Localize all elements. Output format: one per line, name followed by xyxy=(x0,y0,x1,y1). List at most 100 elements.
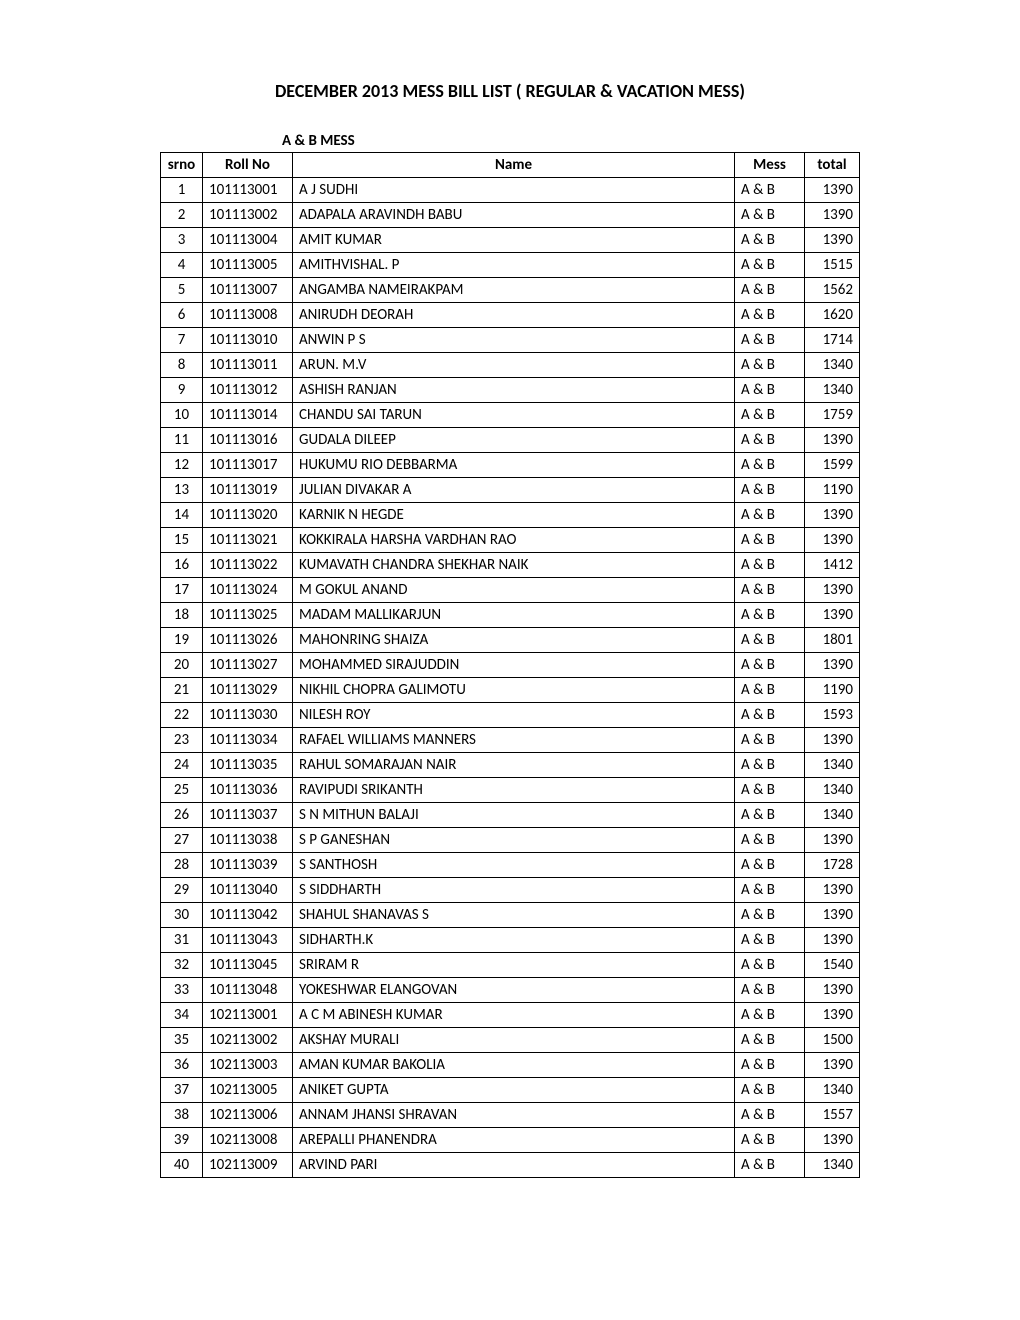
cell-mess: A & B xyxy=(735,978,805,1003)
cell-roll: 101113010 xyxy=(203,328,293,353)
cell-mess: A & B xyxy=(735,603,805,628)
cell-name: MADAM MALLIKARJUN xyxy=(293,603,735,628)
cell-mess: A & B xyxy=(735,303,805,328)
cell-srno: 32 xyxy=(161,953,203,978)
cell-name: ASHISH RANJAN xyxy=(293,378,735,403)
cell-total: 1759 xyxy=(805,403,860,428)
cell-srno: 15 xyxy=(161,528,203,553)
cell-srno: 38 xyxy=(161,1103,203,1128)
cell-roll: 101113022 xyxy=(203,553,293,578)
table-row: 5101113007ANGAMBA NAMEIRAKPAMA & B1562 xyxy=(161,278,860,303)
cell-mess: A & B xyxy=(735,878,805,903)
cell-roll: 101113020 xyxy=(203,503,293,528)
cell-mess: A & B xyxy=(735,1103,805,1128)
table-row: 30101113042SHAHUL SHANAVAS SA & B1390 xyxy=(161,903,860,928)
table-row: 17101113024M GOKUL ANANDA & B1390 xyxy=(161,578,860,603)
cell-mess: A & B xyxy=(735,703,805,728)
cell-mess: A & B xyxy=(735,753,805,778)
cell-total: 1562 xyxy=(805,278,860,303)
cell-srno: 18 xyxy=(161,603,203,628)
cell-srno: 8 xyxy=(161,353,203,378)
cell-total: 1714 xyxy=(805,328,860,353)
cell-total: 1557 xyxy=(805,1103,860,1128)
cell-total: 1500 xyxy=(805,1028,860,1053)
cell-total: 1390 xyxy=(805,578,860,603)
cell-roll: 101113021 xyxy=(203,528,293,553)
cell-total: 1412 xyxy=(805,553,860,578)
cell-srno: 35 xyxy=(161,1028,203,1053)
cell-name: A C M ABINESH KUMAR xyxy=(293,1003,735,1028)
cell-roll: 101113037 xyxy=(203,803,293,828)
cell-srno: 24 xyxy=(161,753,203,778)
cell-mess: A & B xyxy=(735,1028,805,1053)
cell-name: YOKESHWAR ELANGOVAN xyxy=(293,978,735,1003)
cell-total: 1620 xyxy=(805,303,860,328)
cell-srno: 11 xyxy=(161,428,203,453)
cell-mess: A & B xyxy=(735,578,805,603)
cell-mess: A & B xyxy=(735,353,805,378)
cell-name: AMIT KUMAR xyxy=(293,228,735,253)
cell-srno: 31 xyxy=(161,928,203,953)
cell-mess: A & B xyxy=(735,803,805,828)
cell-srno: 39 xyxy=(161,1128,203,1153)
cell-name: CHANDU SAI TARUN xyxy=(293,403,735,428)
table-row: 26101113037S N MITHUN BALAJIA & B1340 xyxy=(161,803,860,828)
cell-name: SIDHARTH.K xyxy=(293,928,735,953)
mess-subtitle: A & B MESS xyxy=(282,132,860,150)
cell-srno: 16 xyxy=(161,553,203,578)
cell-roll: 101113017 xyxy=(203,453,293,478)
cell-roll: 101113038 xyxy=(203,828,293,853)
table-row: 12101113017HUKUMU RIO DEBBARMAA & B1599 xyxy=(161,453,860,478)
cell-roll: 101113014 xyxy=(203,403,293,428)
cell-total: 1390 xyxy=(805,603,860,628)
cell-mess: A & B xyxy=(735,178,805,203)
cell-mess: A & B xyxy=(735,728,805,753)
cell-srno: 14 xyxy=(161,503,203,528)
cell-roll: 101113005 xyxy=(203,253,293,278)
cell-srno: 2 xyxy=(161,203,203,228)
cell-roll: 101113008 xyxy=(203,303,293,328)
cell-total: 1728 xyxy=(805,853,860,878)
cell-name: AREPALLI PHANENDRA xyxy=(293,1128,735,1153)
cell-total: 1515 xyxy=(805,253,860,278)
page-title: DECEMBER 2013 MESS BILL LIST ( REGULAR &… xyxy=(160,80,860,102)
table-row: 19101113026MAHONRING SHAIZAA & B1801 xyxy=(161,628,860,653)
cell-roll: 101113045 xyxy=(203,953,293,978)
table-row: 25101113036RAVIPUDI SRIKANTHA & B1340 xyxy=(161,778,860,803)
table-row: 31101113043SIDHARTH.KA & B1390 xyxy=(161,928,860,953)
cell-name: KUMAVATH CHANDRA SHEKHAR NAIK xyxy=(293,553,735,578)
table-row: 4101113005AMITHVISHAL. PA & B1515 xyxy=(161,253,860,278)
cell-mess: A & B xyxy=(735,853,805,878)
cell-roll: 101113030 xyxy=(203,703,293,728)
cell-mess: A & B xyxy=(735,203,805,228)
table-row: 13101113019JULIAN DIVAKAR AA & B1190 xyxy=(161,478,860,503)
cell-roll: 101113004 xyxy=(203,228,293,253)
cell-mess: A & B xyxy=(735,1078,805,1103)
cell-roll: 101113024 xyxy=(203,578,293,603)
cell-total: 1390 xyxy=(805,828,860,853)
table-row: 22101113030NILESH ROYA & B1593 xyxy=(161,703,860,728)
table-row: 20101113027MOHAMMED SIRAJUDDINA & B1390 xyxy=(161,653,860,678)
cell-roll: 101113007 xyxy=(203,278,293,303)
cell-roll: 101113011 xyxy=(203,353,293,378)
table-row: 10101113014CHANDU SAI TARUNA & B1759 xyxy=(161,403,860,428)
cell-total: 1599 xyxy=(805,453,860,478)
cell-total: 1340 xyxy=(805,803,860,828)
table-row: 18101113025MADAM MALLIKARJUNA & B1390 xyxy=(161,603,860,628)
cell-mess: A & B xyxy=(735,1053,805,1078)
cell-total: 1390 xyxy=(805,428,860,453)
cell-mess: A & B xyxy=(735,953,805,978)
cell-roll: 101113048 xyxy=(203,978,293,1003)
cell-srno: 10 xyxy=(161,403,203,428)
cell-total: 1340 xyxy=(805,378,860,403)
cell-total: 1390 xyxy=(805,978,860,1003)
table-row: 8101113011ARUN. M.VA & B1340 xyxy=(161,353,860,378)
table-row: 40102113009ARVIND PARIA & B1340 xyxy=(161,1153,860,1178)
cell-srno: 7 xyxy=(161,328,203,353)
cell-total: 1340 xyxy=(805,1078,860,1103)
cell-roll: 101113001 xyxy=(203,178,293,203)
cell-roll: 102113008 xyxy=(203,1128,293,1153)
cell-mess: A & B xyxy=(735,928,805,953)
cell-roll: 101113034 xyxy=(203,728,293,753)
cell-total: 1540 xyxy=(805,953,860,978)
